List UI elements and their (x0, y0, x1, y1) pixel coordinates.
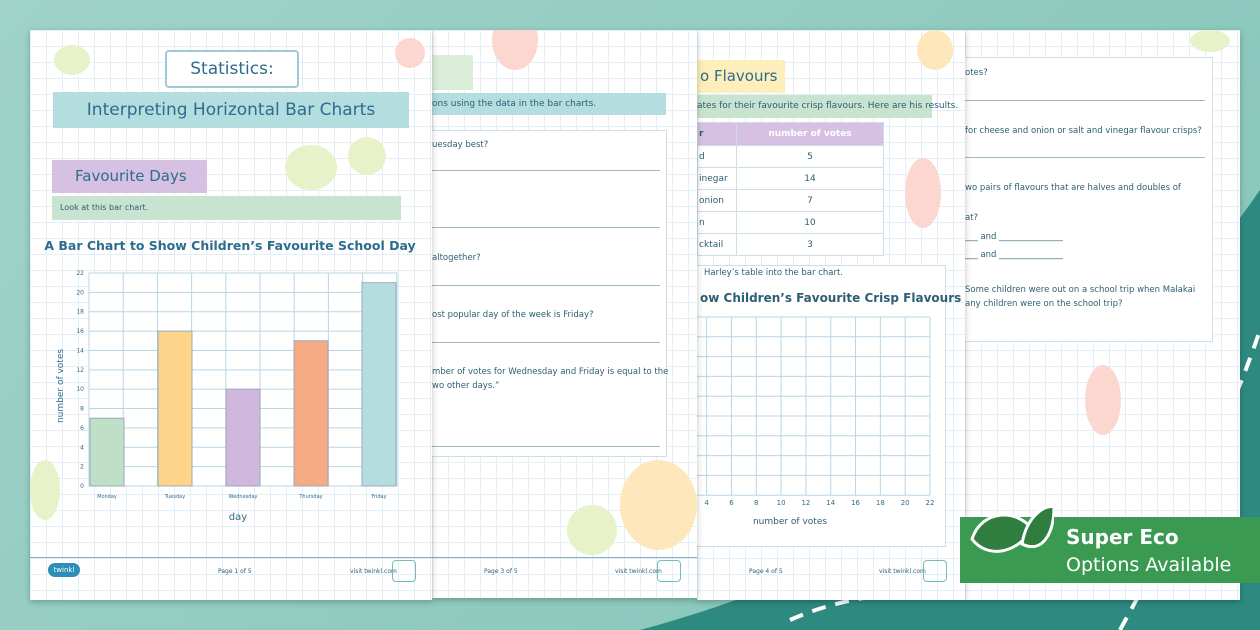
table-cell: 3 (736, 233, 884, 256)
worksheet-page-3: o Flavours ates for their favourite cris… (697, 30, 965, 600)
eco-badge: Super Eco Options Available (960, 505, 1260, 583)
x-tick-label: Tuesday (164, 494, 185, 500)
y-tick-label: 22 (76, 270, 84, 277)
x-tick-label: Monday (97, 494, 117, 500)
x-tick-label: 12 (801, 499, 810, 507)
question: mber of votes for Wednesday and Friday i… (432, 367, 669, 377)
x-tick-label: Thursday (298, 494, 322, 500)
page-number: Page 1 of 5 (218, 568, 252, 575)
y-tick-label: 14 (76, 347, 84, 354)
x-tick-label: 22 (926, 499, 935, 507)
bar (361, 282, 397, 487)
instruction: Look at this bar chart. (52, 196, 401, 220)
x-axis-label: day (229, 512, 247, 523)
day-chart: A Bar Chart to Show Children’s Favourite… (44, 238, 415, 523)
site: visit twinkl.com (615, 568, 662, 575)
x-tick-label: 6 (729, 499, 734, 507)
y-tick-label: 18 (76, 309, 84, 316)
x-tick-label: 18 (876, 499, 885, 507)
question: at? (965, 213, 979, 223)
subtitle: Interpreting Horizontal Bar Charts (53, 92, 409, 128)
site: visit twinkl.com (879, 568, 926, 575)
chart-title: ow Children’s Favourite Crisp Flavours (700, 291, 961, 305)
y-tick-label: 4 (80, 444, 84, 451)
bar (157, 330, 193, 487)
title: Statistics: (165, 50, 299, 88)
table-cell: cktail (697, 233, 737, 256)
question: for cheese and onion or salt and vinegar… (965, 126, 1202, 136)
y-tick-label: 12 (76, 367, 84, 374)
page-number: Page 4 of 5 (749, 568, 783, 575)
y-tick-label: 0 (80, 483, 84, 490)
leaf-icon (970, 505, 1054, 553)
question: wo other days.” (432, 381, 500, 391)
instruction: ates for their favourite crisp flavours.… (697, 95, 958, 118)
site: visit twinkl.com (350, 568, 397, 575)
x-tick-label: 4 (704, 499, 709, 507)
x-tick-label: Wednesday (229, 494, 258, 500)
crisp-chart: ow Children’s Favourite Crisp Flavours n… (697, 291, 961, 527)
table-cell: n (697, 211, 737, 234)
y-tick-label: 10 (76, 386, 84, 393)
y-tick-label: 6 (80, 425, 84, 432)
question: any children were on the school trip? (965, 299, 1123, 309)
table-cell: inegar (697, 167, 737, 190)
x-tick-label: 20 (901, 499, 910, 507)
section-heading: o Flavours (700, 67, 778, 85)
note: Harley’s table into the bar chart. (704, 268, 844, 278)
bar (89, 417, 125, 487)
page-number: Page 3 of 5 (484, 568, 518, 575)
worksheet-page-1: Statistics: Interpreting Horizontal Bar … (30, 30, 432, 600)
chart-title: A Bar Chart to Show Children’s Favourite… (44, 238, 415, 253)
worksheet-page-4: otes? for cheese and onion or salt and v… (965, 30, 1240, 600)
answer-line: ___ and _______________ (965, 250, 1063, 260)
table-cell: 5 (736, 145, 884, 168)
y-tick-label: 8 (80, 406, 84, 413)
question: altogether? (432, 253, 481, 263)
table-cell: onion (697, 189, 737, 212)
x-tick-label: 10 (777, 499, 786, 507)
logo: twinkl (48, 563, 80, 577)
question: otes? (965, 68, 988, 78)
badge-title: Super Eco (1066, 525, 1179, 549)
answer-line: ___ and _______________ (965, 232, 1063, 242)
y-tick-label: 20 (76, 289, 84, 296)
y-tick-label: 2 (80, 464, 84, 471)
instruction: ons using the data in the bar charts. (432, 93, 666, 115)
worksheet-page-2: ons using the data in the bar charts. ue… (432, 30, 697, 598)
bar (293, 340, 329, 487)
question: uesday best? (432, 140, 489, 150)
x-axis-label: number of votes (753, 517, 827, 527)
x-tick-label: Friday (371, 494, 386, 500)
y-tick-label: 16 (76, 328, 84, 335)
section-heading: Favourite Days (52, 160, 207, 193)
x-tick-label: 16 (851, 499, 860, 507)
table-cell: 10 (736, 211, 884, 234)
y-axis-label: number of votes (56, 349, 66, 423)
x-tick-label: 8 (754, 499, 758, 507)
badge-subtitle: Options Available (1066, 554, 1232, 576)
table-cell: 14 (736, 167, 884, 190)
question: Some children were out on a school trip … (965, 285, 1196, 295)
question: ost popular day of the week is Friday? (432, 310, 594, 320)
table-header: number of votes (736, 122, 884, 146)
bar (225, 388, 261, 487)
x-tick-label: 14 (826, 499, 835, 507)
question: wo pairs of flavours that are halves and… (965, 183, 1181, 193)
